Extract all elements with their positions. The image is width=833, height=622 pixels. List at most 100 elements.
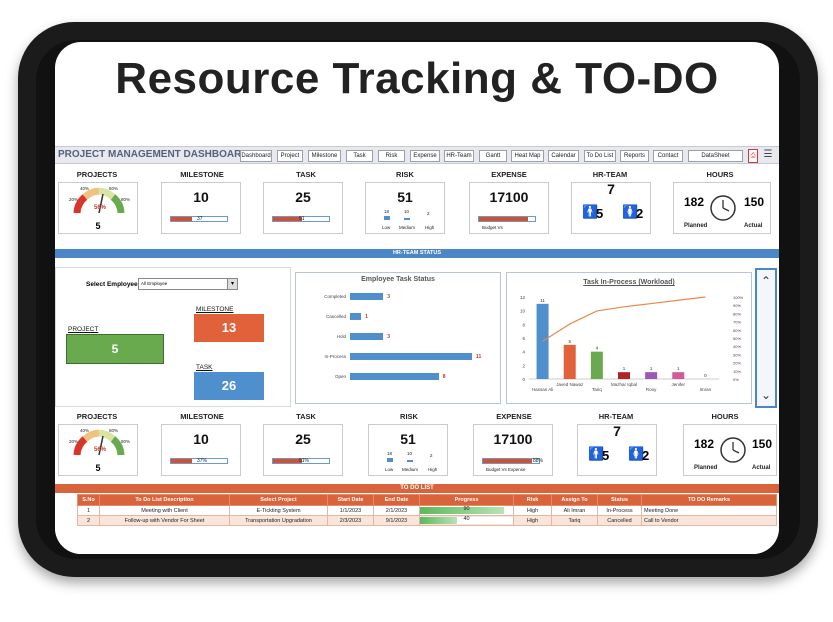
hours-planned-value: 182 [694,437,715,451]
milestone-bar-text: 37% [197,458,208,464]
hrteam-female-count: 2 [642,448,650,463]
cell-sno: 2 [77,515,100,526]
y-tick-label: Completed [324,294,346,299]
chevron-up-icon[interactable]: ⌃ [761,274,772,288]
milestone-bar-fill [171,217,192,221]
y-tick-label: Open [334,374,346,379]
nav-risk[interactable]: Risk [378,150,405,162]
nav-expense[interactable]: Expense [410,150,440,162]
progress-fill [420,507,504,514]
expense-bar-pct: 88% [533,458,544,464]
kpi-hrteam-card: 7 🚹 5 🚺 2 [571,181,651,234]
tile-milestone[interactable]: 13 [194,314,264,342]
col-risk: Risk [513,494,552,506]
employee-select[interactable]: All Employee ▾ [138,278,238,290]
table-row[interactable]: 1 Meeting with Client E-Tickting System … [77,505,777,516]
nav-calendar[interactable]: Calendar [548,150,579,162]
scroll-panel[interactable]: ⌃ ⌄ [755,268,777,408]
bar [645,372,658,379]
hrteam-value: 7 [607,181,615,197]
nav-hr-team[interactable]: HR-Team [444,150,474,162]
data-label: 11 [540,298,545,303]
nav-milestone[interactable]: Milestone [308,150,341,162]
chevron-down-icon[interactable]: ⌄ [761,388,772,402]
data-label: 4 [596,346,599,351]
kpi-task-label: TASK [296,170,316,179]
bar [350,373,439,380]
female-person-icon: 🚺 [628,446,645,461]
data-label: 3 [387,334,391,340]
cell-assign-to: Tariq [551,515,598,526]
data-label: 8 [442,374,446,380]
expense-bar-fill [479,217,529,221]
data-label: 1 [677,366,680,371]
col-remarks: TO DO Remarks [641,494,777,506]
nav-project[interactable]: Project [277,150,303,162]
tile-milestone-label: MILESTONE [196,306,234,313]
kpi-hours-card: 182 Planned 150 Actual [683,424,777,476]
nav-dashboard[interactable]: Dashboard [240,150,272,162]
male-person-icon: 🚹 [588,446,605,461]
table-row[interactable]: 2 Follow-up with Vendor For Sheet Transp… [77,515,777,526]
nav-reports[interactable]: Reports [620,150,649,162]
hours-actual-value: 150 [752,437,773,451]
risk-high-value: 2 [427,211,430,216]
data-label: 1 [365,314,368,320]
hours-actual-label: Actual [752,465,771,471]
y2-tick-label: 70% [733,320,741,325]
milestone-bar: 37% [170,458,228,464]
y-tick-label: 4 [522,350,525,355]
gauge-percent: 56% [94,205,107,211]
cell-remarks: Call to Vendor [641,515,777,526]
bar [672,372,685,379]
milestone-bar-text: 37 [197,216,203,222]
risk-low-value: 18 [384,209,390,214]
cell-project: Transportation Upgradation [229,515,328,526]
y2-tick-label: 30% [733,352,741,357]
cell-progress: 90 [419,505,514,516]
task-value: 25 [295,431,311,447]
cumulative-line [542,296,706,342]
risk-medium-label: Medium [399,225,416,230]
kpi-risk-label: RISK [396,170,414,179]
kpi-row-top: PROJECTS 40% 60% 20% 80% 56% 5 MILESTONE… [55,168,779,240]
kpi-milestone-card: 10 37% [161,424,241,476]
nav-datasheet[interactable]: DataSheet [688,150,743,162]
kpi-expense-label: EXPENSE [491,170,527,179]
hours-actual-value: 150 [744,195,765,209]
nav-contact[interactable]: Contact [653,150,683,162]
gauge-icon [73,187,125,214]
pdf-icon[interactable]: ⎙ [748,149,758,163]
cell-description: Meeting with Client [99,505,230,516]
y2-tick-label: 0% [733,377,739,382]
risk-medium-bar [404,218,410,220]
cell-assign-to: Ali Imran [551,505,598,516]
task-in-process-chart: Task In-Process (Workload) 0 2 4 6 8 10 12 0% 10… [506,272,752,404]
nav-task[interactable]: Task [346,150,373,162]
x-tick-label: Jenifer [672,382,686,387]
milestone-value: 10 [193,189,209,205]
progress-value: 40 [463,516,470,522]
kpi-task-card: 25 51% [263,424,343,476]
expense-value: 17100 [489,189,529,205]
nav-heat-map[interactable]: Heat Map [511,150,544,162]
cell-status: In-Process [597,505,642,516]
tile-project[interactable]: 5 [66,334,164,364]
tile-task[interactable]: 26 [194,372,264,400]
nav-to-do-list[interactable]: To Do List [584,150,616,162]
y2-tick-label: 60% [733,328,741,333]
y-tick-label: In-Process [324,354,346,359]
y2-tick-label: 80% [733,311,741,316]
risk-high-label: High [425,225,435,230]
nav-gantt[interactable]: Gantt [479,150,507,162]
y-tick-label: 10 [520,309,526,314]
y2-tick-label: 100% [733,295,744,300]
hrteam-male-count: 5 [596,206,604,221]
cell-end-date: 9/1/2023 [373,515,420,526]
female-person-icon: 🚺 [622,204,639,219]
risk-value: 51 [397,189,413,205]
settings-menu-icon[interactable]: ☰ [763,149,773,160]
gauge-tick: 20% [69,439,79,444]
x-tick-label: Imran [700,387,712,392]
chevron-down-icon[interactable]: ▾ [227,279,237,289]
